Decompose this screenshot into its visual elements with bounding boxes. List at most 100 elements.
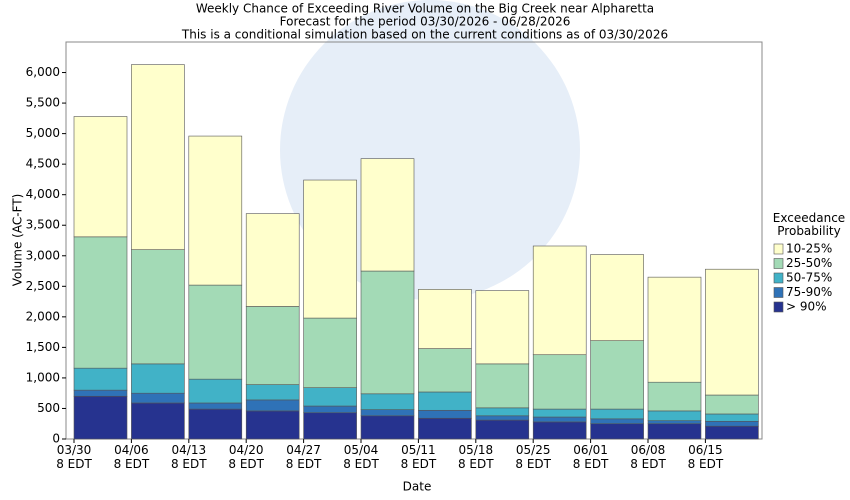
bar-segment bbox=[360, 270, 415, 395]
bar-segment bbox=[532, 245, 587, 356]
y-tick-label: 6,000 bbox=[26, 65, 60, 79]
chart-subtitle: Forecast for the period 03/30/2026 - 06/… bbox=[280, 15, 571, 29]
bar-segment bbox=[73, 116, 128, 238]
x-axis-label: Date bbox=[403, 480, 432, 494]
bar-segment bbox=[188, 408, 243, 440]
bar-segment bbox=[131, 363, 185, 394]
bar-segment bbox=[303, 387, 357, 407]
bar-segment bbox=[705, 394, 759, 415]
x-tick-label: 04/27 8 EDT bbox=[285, 443, 322, 471]
bar-segment bbox=[418, 348, 472, 393]
y-tick-label: 2,500 bbox=[26, 279, 60, 293]
bar-segment bbox=[188, 284, 243, 380]
bar-segment bbox=[73, 389, 128, 397]
bar-segment bbox=[418, 391, 472, 411]
bar-segment bbox=[532, 421, 587, 440]
x-tick-label: 06/15 8 EDT bbox=[687, 443, 724, 471]
bar-segment bbox=[188, 378, 243, 404]
y-tick-label: 4,000 bbox=[26, 187, 60, 201]
bar-segment bbox=[532, 416, 587, 423]
bar-segment bbox=[590, 408, 644, 420]
bar-segment bbox=[705, 420, 759, 427]
bar-segment bbox=[245, 399, 300, 412]
bar-segment bbox=[303, 412, 357, 440]
bar-segment bbox=[131, 249, 185, 365]
y-axis-label: Volume (AC-FT) bbox=[11, 194, 25, 287]
x-tick-label: 05/11 8 EDT bbox=[400, 443, 437, 471]
bar-segment bbox=[73, 236, 128, 369]
bar-segment bbox=[73, 395, 128, 440]
y-tick-label: 3,500 bbox=[26, 218, 60, 232]
legend-swatch bbox=[773, 301, 784, 313]
legend-label: > 90% bbox=[786, 300, 827, 314]
x-tick-label: 04/06 8 EDT bbox=[113, 443, 150, 471]
bar-segment bbox=[647, 423, 702, 440]
legend-swatch bbox=[773, 258, 784, 269]
bar-segment bbox=[360, 393, 415, 410]
bar-segment bbox=[590, 423, 644, 440]
bar-segment bbox=[475, 363, 530, 409]
bar-segment bbox=[705, 268, 759, 396]
y-tick-label: 1,000 bbox=[26, 370, 60, 384]
x-tick-label: 03/30 8 EDT bbox=[56, 443, 92, 471]
bar-segment bbox=[245, 384, 300, 401]
bar-segment bbox=[245, 306, 300, 385]
x-tick-label: 04/13 8 EDT bbox=[170, 443, 207, 471]
bar-segment bbox=[131, 392, 185, 404]
bar-segment bbox=[475, 407, 530, 417]
x-tick-label: 05/25 8 EDT bbox=[515, 443, 551, 471]
bar-segment bbox=[303, 317, 357, 388]
bar-segment bbox=[647, 276, 702, 383]
y-tick-label: 500 bbox=[37, 401, 60, 415]
bar-segment bbox=[360, 158, 415, 272]
legend-label: 50-75% bbox=[786, 271, 832, 285]
legend-swatch bbox=[773, 287, 784, 298]
bar-segment bbox=[590, 340, 644, 410]
x-tick-label: 06/08 8 EDT bbox=[630, 443, 666, 471]
bar-segment bbox=[245, 410, 300, 440]
bar-segment bbox=[647, 381, 702, 412]
legend-label: 10-25% bbox=[786, 242, 832, 256]
bar-segment bbox=[131, 402, 185, 440]
y-tick-label: 0 bbox=[52, 432, 60, 446]
legend-label: 75-90% bbox=[786, 285, 832, 299]
bar-segment bbox=[303, 405, 357, 414]
y-tick-label: 3,000 bbox=[26, 248, 60, 262]
bar-segment bbox=[475, 290, 530, 365]
legend-swatch bbox=[773, 243, 784, 255]
y-tick-label: 5,000 bbox=[26, 126, 60, 140]
legend-swatch bbox=[773, 272, 784, 284]
bar-segment bbox=[590, 254, 644, 341]
bar-segment bbox=[73, 367, 128, 391]
x-tick-label: 05/18 8 EDT bbox=[457, 443, 494, 471]
bar-segment bbox=[360, 415, 415, 440]
bar-segment bbox=[590, 418, 644, 425]
chart-note: This is a conditional simulation based o… bbox=[181, 28, 668, 42]
bar-segment bbox=[647, 420, 702, 425]
bar-segment bbox=[418, 417, 472, 440]
bar-segment bbox=[418, 289, 472, 349]
bar-segment bbox=[188, 135, 243, 286]
y-tick-label: 1,500 bbox=[26, 340, 60, 354]
bar-segment bbox=[705, 425, 759, 440]
y-tick-label: 4,500 bbox=[26, 157, 60, 171]
bar-segment bbox=[647, 410, 702, 421]
bar-segment bbox=[475, 415, 530, 421]
bar-segment bbox=[705, 413, 759, 422]
x-tick-label: 06/01 8 EDT bbox=[572, 443, 609, 471]
bar-segment bbox=[418, 409, 472, 419]
bar-segment bbox=[475, 419, 530, 440]
chart-title: Weekly Chance of Exceeding River Volume … bbox=[196, 2, 654, 16]
bar-segment bbox=[532, 408, 587, 418]
x-tick-label: 05/04 8 EDT bbox=[343, 443, 379, 471]
bar-segment bbox=[245, 213, 300, 307]
x-tick-label: 04/20 8 EDT bbox=[228, 443, 264, 471]
legend-label: 25-50% bbox=[786, 256, 832, 270]
bar-segment bbox=[131, 64, 185, 250]
bar-segment bbox=[532, 354, 587, 410]
bar-segment bbox=[360, 409, 415, 417]
bar-segment bbox=[188, 402, 243, 410]
y-tick-label: 5,500 bbox=[26, 96, 60, 110]
